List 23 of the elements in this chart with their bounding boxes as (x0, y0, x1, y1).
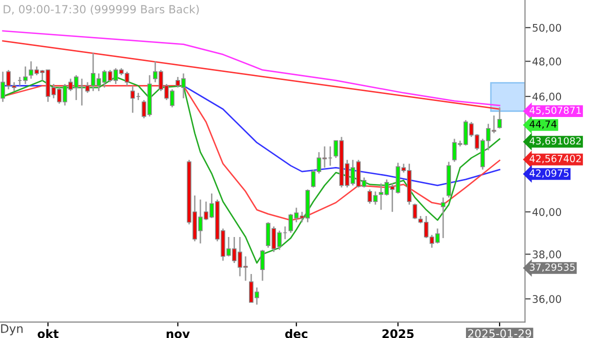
text: 43,691082 (530, 137, 581, 146)
y-tick-label: 50,00 (532, 24, 562, 33)
y-tick-label: 36,00 (532, 295, 562, 304)
candlestick (497, 106, 502, 130)
candlestick (440, 196, 446, 239)
y-tick-label: 46,00 (532, 92, 562, 102)
x-tick-label: okt (38, 329, 59, 338)
chart-title: D, 09:00-17:30 (999999 Bars Back) (4, 4, 199, 15)
y-tick-label: 38,00 (532, 250, 562, 260)
x-tick-label: nov (166, 331, 190, 338)
y-tick-label: 40,00 (532, 208, 562, 218)
text: 42,567402 (530, 154, 581, 164)
x-tick-label: dec (285, 329, 308, 338)
x-tick-label: 2025-01-29 (468, 329, 532, 338)
text: 37,29535 (530, 263, 575, 272)
text: 45,507871 (530, 106, 581, 115)
y-tick-label: 48,00 (532, 58, 562, 66)
candlestick (260, 249, 265, 282)
x-tick-label: 2025 (382, 329, 414, 338)
text: 42,0975 (530, 169, 569, 178)
text: Dyn (1, 324, 23, 336)
candlestick (412, 202, 418, 220)
text: 44,74 (530, 120, 556, 129)
